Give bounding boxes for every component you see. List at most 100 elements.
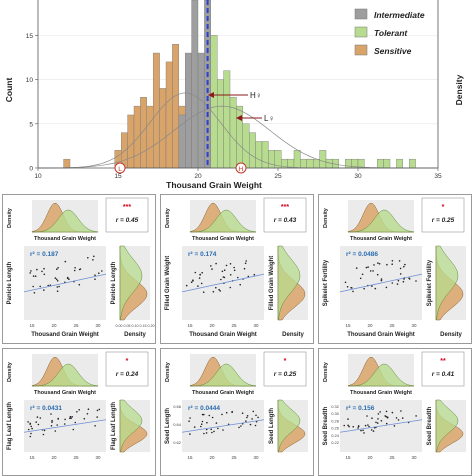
scatter-point [391, 263, 394, 266]
scatter-point [359, 277, 362, 280]
significance-stars: *** [281, 204, 289, 211]
scatter-x-tick-label: 15 [345, 455, 351, 460]
scatter-point [30, 432, 32, 435]
scatter-xlabel: Thousand Grain Weight [347, 332, 415, 338]
scatter-point [29, 435, 32, 438]
scatter-y-tick-label: 0.24 [331, 433, 340, 438]
correlation-r: r = 0.25 [274, 371, 297, 378]
scatter-x-tick-label: 20 [367, 455, 373, 460]
scatter-point [72, 428, 75, 431]
fit-line [23, 273, 107, 293]
scatter-point [347, 424, 349, 427]
scatter-x-tick-label: 20 [51, 323, 57, 328]
density-xlabel: Thousand Grain Weight [34, 390, 96, 396]
scatter-point [43, 289, 45, 291]
scatter-y-tick-label: 0.32 [331, 404, 340, 409]
scatter-point [208, 414, 211, 417]
y2-axis-label: Density [454, 74, 464, 105]
scatter-point [202, 291, 205, 294]
scatter-point [56, 424, 58, 426]
panel-content-tgw-flag-leaf-length: Density Thousand Grain Weight * r = 0.24 r² … [7, 351, 150, 460]
scatter-point [253, 273, 256, 276]
side-density-xlabel: Density [282, 332, 304, 338]
scatter-point [379, 411, 381, 413]
scatter-point [49, 284, 52, 287]
scatter-point [245, 260, 247, 262]
scatter-point [367, 424, 369, 426]
scatter-point [357, 427, 359, 429]
scatter-point [189, 417, 191, 419]
scatter-point [211, 268, 213, 270]
correlation-r: r = 0.43 [274, 217, 297, 224]
scatter-x-tick-label: 30 [95, 455, 101, 460]
scatter-point [385, 286, 388, 289]
r-squared-label: r² = 0.0431 [30, 405, 62, 412]
density-tolerant [31, 209, 99, 233]
scatter-point [98, 272, 100, 275]
scatter-point [399, 273, 402, 275]
scatter-point [71, 416, 73, 418]
scatter-point [43, 267, 45, 270]
annotation-l-label: L♀ [264, 114, 274, 123]
scatter-point [33, 292, 36, 294]
scatter-point [391, 260, 394, 262]
scatter-point [365, 266, 368, 269]
scatter-point [57, 417, 59, 420]
scatter-point [403, 278, 405, 280]
scatter-point [212, 290, 215, 293]
scatter-point [352, 426, 355, 428]
scatter-xlabel: Thousand Grain Weight [31, 332, 99, 338]
fit-line [23, 419, 107, 433]
scatter-point [70, 417, 72, 420]
stats-box [105, 197, 149, 233]
scatter-point [366, 415, 368, 417]
legend-label-tolerant: Tolerant [374, 28, 408, 38]
panel-content-tgw-panicle-length: Density Thousand Grain Weight *** r = 0.45 r… [7, 197, 154, 338]
scatter-point [370, 429, 373, 431]
scatter-x-tick-label: 20 [51, 455, 57, 460]
scatter-point [192, 279, 194, 282]
stats-box [105, 351, 149, 387]
scatter-point [200, 425, 202, 428]
scatter-point [246, 415, 249, 417]
scatter-point [41, 270, 43, 273]
fit-line [339, 419, 423, 433]
legend-swatch-tolerant [354, 26, 368, 38]
r-squared-label: r² = 0.0444 [188, 405, 220, 412]
correlation-r: r = 0.24 [116, 371, 139, 378]
scatter-point [220, 278, 222, 281]
scatter-y-tick-label: 0.62 [173, 440, 182, 445]
density-ylabel: Density [7, 361, 13, 382]
panel-content-tgw-filled-grain-weight: Density Thousand Grain Weight *** r = 0.43 r… [165, 197, 308, 338]
y-tick-label: 0 [29, 166, 33, 173]
scatter-point [391, 282, 394, 284]
scatter-point [368, 425, 370, 428]
scatter-point [67, 276, 69, 279]
scatter-point [83, 417, 86, 420]
fit-line [181, 419, 265, 433]
x-tick-label: 15 [114, 173, 122, 180]
side-density-ylabel: Spikelet Fertility [427, 259, 433, 306]
scatter-point [343, 424, 346, 427]
scatter-point [30, 270, 32, 272]
scatter-point [185, 284, 188, 287]
scatter-point [401, 417, 404, 419]
scatter-point [39, 285, 41, 288]
scatter-point [403, 265, 405, 268]
scatter-point [51, 419, 53, 422]
annotation-h-label: H♀ [250, 91, 262, 100]
correlation-r: r = 0.25 [432, 217, 455, 224]
scatter-point [357, 425, 360, 427]
scatter-point [32, 275, 35, 277]
scatter-x-tick-label: 15 [29, 323, 35, 328]
scatter-point [50, 425, 53, 427]
scatter-point [231, 411, 233, 414]
scatter-ylabel: Panicle Length [7, 261, 13, 304]
density-xlabel: Thousand Grain Weight [34, 236, 96, 242]
circle-marker-h-label: H [239, 166, 244, 173]
scatter-point [201, 420, 204, 423]
scatter-point [385, 410, 388, 413]
scatter-point [380, 279, 383, 282]
scatter-ylabel: Flag Leaf Length [7, 402, 13, 450]
scatter-point [201, 271, 203, 274]
